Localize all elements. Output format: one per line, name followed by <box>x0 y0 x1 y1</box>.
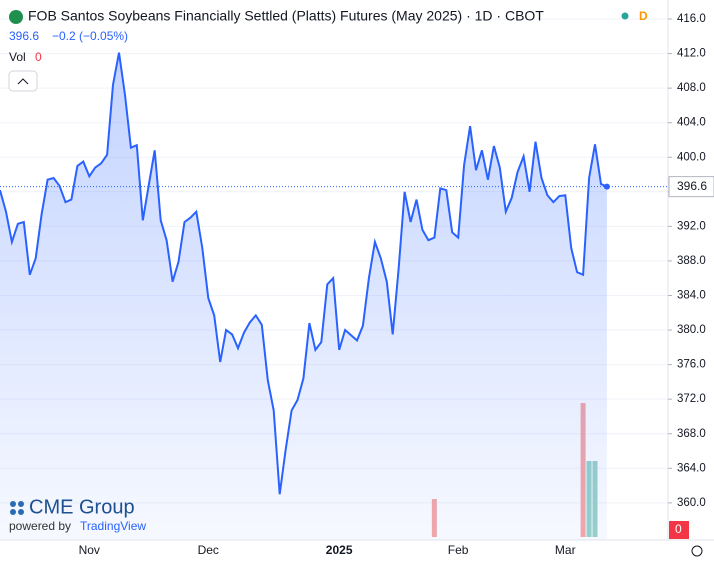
y-tick-label: 376.0 <box>677 359 706 371</box>
last-price: 396.6 <box>9 29 39 43</box>
area <box>0 52 607 540</box>
x-tick-label: Nov <box>79 543 100 557</box>
x-tick-label: 2025 <box>326 543 353 557</box>
volume-value: 0 <box>35 50 42 64</box>
y-tick-label: 384.0 <box>677 290 706 302</box>
logo <box>10 501 24 515</box>
x-tick-label: Feb <box>448 543 469 557</box>
chevron <box>17 78 29 85</box>
last-price-box <box>668 176 714 198</box>
y-tick-label: 364.0 <box>677 462 706 474</box>
last-price-label: 396.6 <box>677 179 707 193</box>
y-tick-label: 372.0 <box>677 393 706 405</box>
y-tick-label: 400.0 <box>677 151 706 163</box>
y-tick-label: 368.0 <box>677 428 706 440</box>
x-tick-label: Dec <box>198 543 219 557</box>
status-dot <box>621 12 629 20</box>
title: FOB Santos Soybeans Financially Settled … <box>28 8 544 24</box>
x-tick-label: Mar <box>555 543 576 557</box>
change: −0.2 (−0.05%) <box>52 29 128 43</box>
settings-icon[interactable] <box>691 545 703 557</box>
y-tick-label: 408.0 <box>677 82 706 94</box>
volume-box <box>669 521 689 539</box>
powered-by: powered by <box>9 519 71 533</box>
y-tick-label: 416.0 <box>677 13 706 25</box>
y-tick-label: 404.0 <box>677 117 706 129</box>
volume-label: Vol <box>9 50 26 64</box>
price-line <box>0 52 608 495</box>
status: D <box>639 9 648 23</box>
volume-axis-label: 0 <box>675 522 682 536</box>
y-tick-label: 380.0 <box>677 324 706 336</box>
y-tick-label: 412.0 <box>677 48 706 60</box>
last-point <box>603 183 610 190</box>
y-tick-label: 388.0 <box>677 255 706 267</box>
powered-brand: TradingView <box>80 519 146 533</box>
brand: CME Group <box>29 496 135 518</box>
symbol-icon <box>9 10 23 24</box>
collapse-button[interactable] <box>8 70 38 92</box>
y-tick-label: 392.0 <box>677 220 706 232</box>
y-tick-label: 360.0 <box>677 497 706 509</box>
